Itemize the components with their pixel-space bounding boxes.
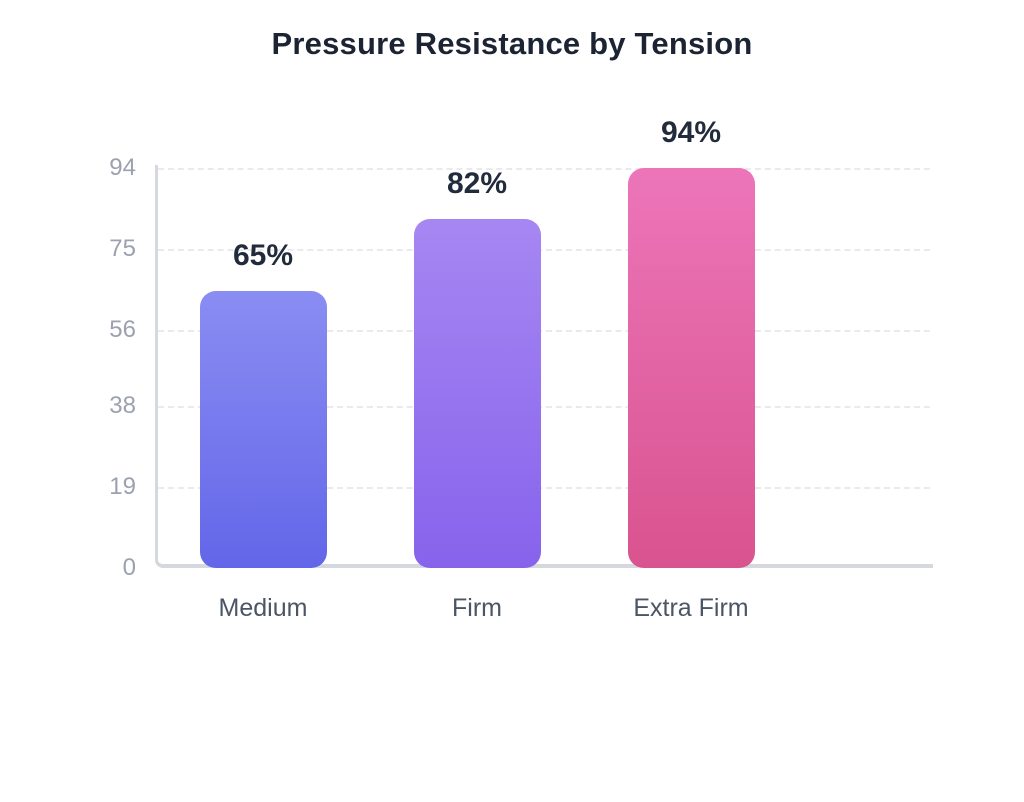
y-axis-tick-label: 56	[109, 315, 136, 343]
bar-value-label: 94%	[660, 116, 722, 149]
x-axis-category-label: Medium	[218, 594, 308, 622]
y-axis-tick-label: 19	[109, 473, 136, 501]
x-axis-category-label: Firm	[452, 594, 502, 622]
gridline	[158, 487, 930, 490]
y-axis-tick-label: 38	[109, 392, 136, 420]
gridline	[158, 168, 930, 170]
y-axis-tick-label: 75	[109, 234, 136, 262]
chart-title: Pressure Resistance by Tension	[271, 26, 753, 61]
bar-medium	[199, 291, 327, 568]
bar-firm	[413, 219, 541, 568]
bar-extra-firm	[627, 168, 755, 568]
bar-value-label: 82%	[446, 167, 508, 201]
axis-frame	[155, 165, 933, 568]
bar-value-label: 65%	[232, 239, 294, 273]
gridline	[158, 329, 930, 332]
gridline	[158, 406, 930, 409]
y-axis-tick-label: 94	[109, 154, 136, 181]
y-axis-tick-label: 0	[122, 554, 136, 581]
gridline	[158, 248, 930, 251]
x-axis-category-label: Extra Firm	[633, 594, 749, 622]
